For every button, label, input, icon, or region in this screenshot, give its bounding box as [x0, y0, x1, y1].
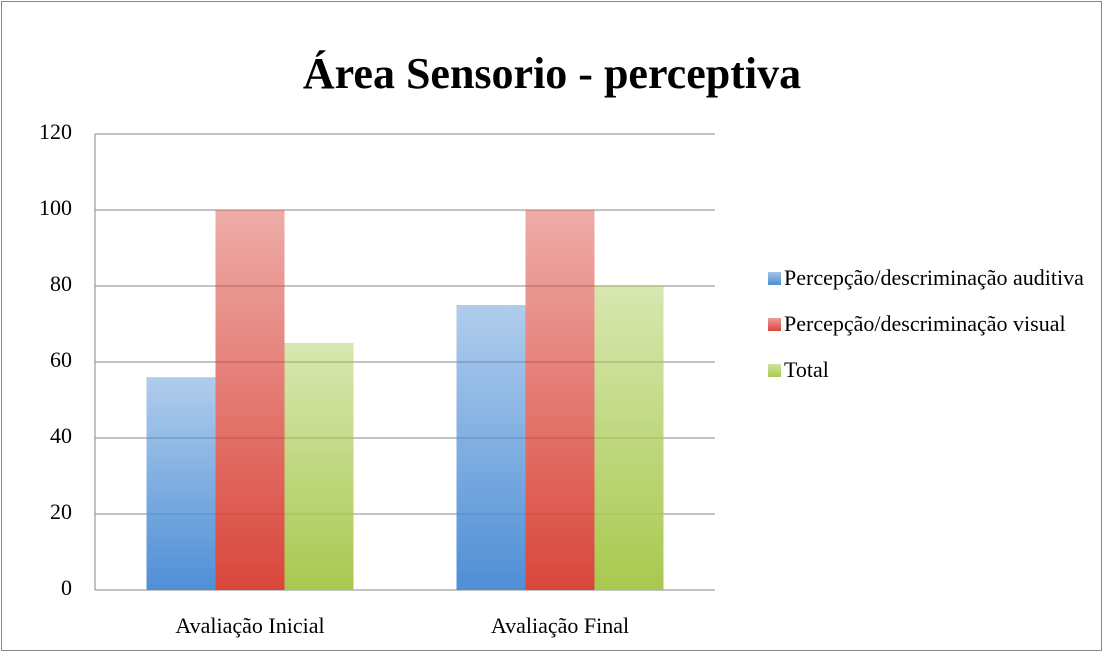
x-tick-label: Avaliação Inicial	[175, 613, 324, 638]
legend-item: Total	[768, 354, 1088, 385]
y-tick-label: 60	[50, 347, 72, 372]
legend-swatch	[768, 364, 781, 377]
legend-label: Total	[784, 357, 829, 382]
legend-swatch	[768, 318, 781, 331]
y-tick-label: 100	[39, 195, 72, 220]
bar	[594, 286, 664, 590]
y-tick-label: 120	[39, 119, 72, 144]
legend-item: Percepção/descriminação auditiva	[768, 262, 1088, 293]
legend-label: Percepção/descriminação visual	[784, 311, 1066, 336]
bar	[146, 377, 216, 590]
legend-item: Percepção/descriminação visual	[768, 308, 1088, 339]
x-tick-label: Avaliação Final	[491, 613, 629, 638]
y-tick-label: 40	[50, 423, 72, 448]
chart-title: Área Sensorio - perceptiva	[303, 49, 801, 98]
bar	[525, 210, 595, 590]
bar	[284, 343, 354, 590]
legend-swatch	[768, 272, 781, 285]
y-tick-label: 0	[61, 575, 72, 600]
legend: Percepção/descriminação auditiva Percepçã…	[768, 262, 1088, 400]
y-tick-label: 80	[50, 271, 72, 296]
y-tick-label: 20	[50, 499, 72, 524]
legend-label: Percepção/descriminação auditiva	[784, 265, 1084, 290]
bar	[215, 210, 285, 590]
bar	[456, 305, 526, 590]
